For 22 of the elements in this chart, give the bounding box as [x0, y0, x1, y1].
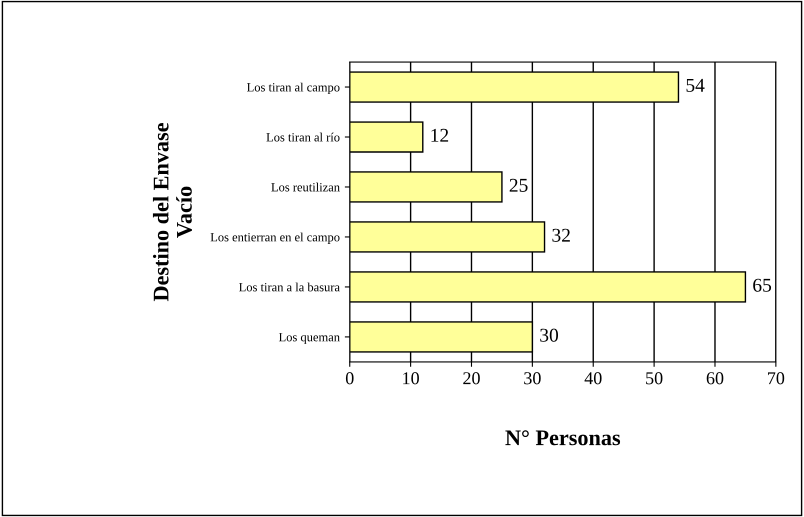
data-label: 25 — [510, 178, 528, 192]
y-tick-label: Los tiran al río — [266, 132, 340, 142]
x-tick-label: 60 — [706, 372, 724, 384]
y-tick-label: Los reutilizan — [271, 182, 340, 192]
y-tick-label: Los queman — [278, 333, 340, 344]
x-tick-label: 30 — [524, 372, 541, 384]
x-tick-label: 70 — [768, 372, 784, 384]
data-label: 12 — [431, 128, 448, 142]
x-tick-label: 10 — [403, 372, 419, 384]
x-tick-label: 0 — [346, 372, 354, 384]
data-label: 65 — [753, 278, 772, 292]
x-tick-label: 20 — [463, 372, 480, 384]
data-label: 54 — [686, 78, 705, 92]
x-axis-title: N° Personas — [505, 430, 620, 446]
data-label: 32 — [552, 228, 570, 242]
y-tick-label: Los tiran a la basura — [239, 282, 340, 292]
x-tick-label: 50 — [646, 372, 662, 384]
y-tick-label: Los entierran en el campo — [210, 232, 340, 244]
data-label: 30 — [540, 328, 558, 342]
x-tick-label: 40 — [584, 372, 602, 384]
y-axis-title: Destino del Envase Vacío — [152, 123, 192, 302]
y-tick-label: Los tiran al campo — [247, 82, 340, 94]
